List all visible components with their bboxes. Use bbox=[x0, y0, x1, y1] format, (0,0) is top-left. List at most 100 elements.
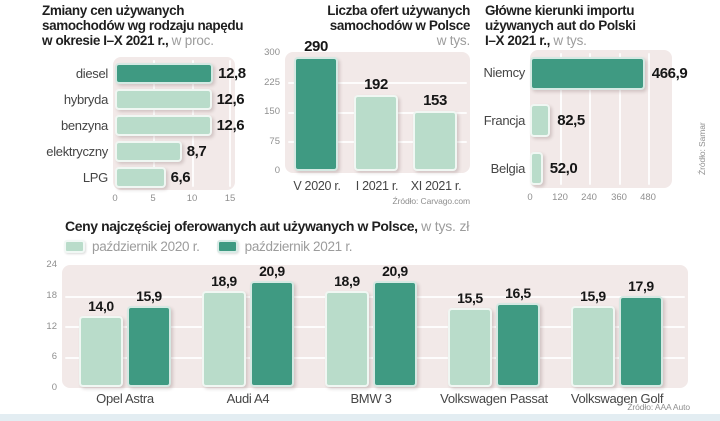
bar-lpg bbox=[115, 167, 166, 188]
title-line-1: Główne kierunki importu bbox=[485, 3, 635, 18]
bar-row-francja: 82,5 bbox=[530, 104, 585, 137]
bar-audi-2020 bbox=[202, 290, 246, 387]
bar-value: 15,5 bbox=[457, 290, 483, 307]
bar-value: 12,6 bbox=[216, 117, 245, 134]
bar-group-v2020: 290 bbox=[294, 38, 338, 171]
bar-group-bmw-2020: 18,9 bbox=[325, 273, 369, 387]
bar-value: 12,8 bbox=[218, 65, 246, 82]
gridline bbox=[560, 53, 562, 185]
gridline bbox=[619, 53, 621, 185]
bar-group-xi2021: 153 bbox=[413, 92, 457, 171]
y-tick: 0 bbox=[274, 165, 280, 176]
bar-group-golf-2021: 17,9 bbox=[619, 278, 663, 387]
bar-label: Niemcy bbox=[483, 65, 525, 80]
title-unit: w tys. bbox=[553, 33, 587, 48]
bar-value: 20,9 bbox=[382, 262, 408, 279]
bar-xi-2021 bbox=[413, 110, 457, 171]
title-line-3: w okresie I–X 2021 r., bbox=[42, 33, 169, 48]
bar-group-passat-2021: 16,5 bbox=[496, 285, 540, 387]
bar-row-hybryda: hybryda 12,6 bbox=[0, 89, 245, 110]
bar-bmw-2020 bbox=[325, 290, 369, 387]
bar-value: 15,9 bbox=[580, 288, 606, 305]
bar-row-benzyna: benzyna 12,6 bbox=[0, 115, 245, 136]
plot-area: 14,0 15,9 18,9 20,9 18,9 20,9 bbox=[62, 262, 688, 388]
bar-group-audi-2021: 20,9 bbox=[250, 263, 294, 387]
x-category-label: V 2020 r. bbox=[293, 179, 341, 193]
legend-swatch-2021 bbox=[216, 240, 238, 253]
x-tick: 5 bbox=[150, 193, 156, 204]
title-line-2: samochodów w Polsce bbox=[329, 18, 471, 33]
bar-row-lpg: LPG 6,6 bbox=[0, 167, 191, 188]
bar-value: 8,7 bbox=[186, 143, 207, 160]
title-line-3: I–X 2021 r., bbox=[485, 33, 551, 48]
bar-row-elektryczny: elektryczny 8,7 bbox=[0, 141, 207, 162]
bar-benzyna bbox=[115, 115, 212, 136]
source-credit: Źródło: Carvago.com bbox=[392, 196, 471, 206]
x-category-label: XI 2021 r. bbox=[410, 179, 462, 193]
y-tick: 300 bbox=[264, 47, 280, 58]
bar-opel-2021 bbox=[127, 306, 171, 387]
bar-label: hybryda bbox=[63, 92, 108, 107]
gridline bbox=[589, 53, 591, 185]
y-tick: 12 bbox=[46, 321, 57, 332]
bar-diesel bbox=[115, 63, 214, 84]
legend-item-2020: październik 2020 r. bbox=[64, 239, 200, 254]
y-tick: 18 bbox=[46, 290, 57, 301]
bar-elektryczny bbox=[115, 141, 182, 162]
bar-passat-2021 bbox=[496, 303, 540, 387]
bar-row-belgia: 52,0 bbox=[530, 152, 578, 185]
title-unit: w tys. bbox=[436, 33, 471, 48]
bar-group-i2021: 192 bbox=[354, 76, 398, 171]
title-unit: w tys. zł bbox=[421, 218, 470, 234]
title-line-1: Liczba ofert używanych bbox=[327, 3, 470, 18]
bar-hybryda bbox=[115, 89, 212, 110]
bar-opel-2020 bbox=[79, 315, 123, 387]
y-tick: 24 bbox=[46, 259, 57, 270]
legend-label: październik 2021 r. bbox=[244, 239, 353, 254]
source-credit: Źródło: Samar bbox=[697, 122, 707, 175]
bar-row-diesel: diesel 12,8 bbox=[0, 63, 246, 84]
x-category-label: BMW 3 bbox=[350, 391, 392, 406]
source-credit: Źródło: AAA Auto bbox=[627, 402, 690, 412]
bar-belgia bbox=[530, 152, 543, 185]
title-unit: w proc. bbox=[171, 33, 214, 48]
bar-label: Belgia bbox=[490, 161, 526, 176]
legend-item-2021: październik 2021 r. bbox=[216, 239, 353, 254]
bar-value: 16,5 bbox=[505, 285, 531, 302]
title-line-2: używanych aut do Polski bbox=[485, 18, 636, 33]
x-tick: 0 bbox=[112, 193, 118, 204]
bar-value: 153 bbox=[423, 91, 447, 109]
bar-label: diesel bbox=[75, 66, 108, 81]
y-tick: 150 bbox=[264, 106, 280, 117]
bar-value: 12,6 bbox=[216, 91, 245, 108]
bar-value: 20,9 bbox=[259, 262, 285, 279]
x-tick: 10 bbox=[186, 193, 198, 204]
legend-label: październik 2020 r. bbox=[92, 239, 200, 254]
title-line-1: Zmiany cen używanych bbox=[42, 3, 185, 18]
x-category-label: Audi A4 bbox=[226, 391, 270, 406]
y-tick: 225 bbox=[264, 77, 280, 88]
bar-group-golf-2020: 15,9 bbox=[571, 288, 615, 387]
x-tick: 15 bbox=[224, 193, 236, 204]
x-tick: 0 bbox=[527, 192, 533, 203]
bar-value: 6,6 bbox=[170, 169, 191, 186]
bar-niemcy bbox=[530, 57, 645, 90]
y-tick: 75 bbox=[269, 136, 280, 147]
plot-area: 290 192 153 bbox=[285, 38, 470, 173]
y-tick: 6 bbox=[51, 351, 57, 362]
bar-group-opel-2020: 14,0 bbox=[79, 298, 123, 387]
bar-golf-2021 bbox=[619, 296, 663, 387]
x-category-label: Volkswagen Passat bbox=[440, 391, 548, 406]
bar-label: Francja bbox=[483, 113, 526, 128]
chart-title: Główne kierunki importu używanych aut do… bbox=[485, 3, 636, 48]
gridline bbox=[288, 82, 467, 84]
x-tick: 240 bbox=[581, 192, 597, 203]
x-category-label: Opel Astra bbox=[96, 391, 154, 406]
bar-i-2021 bbox=[354, 95, 398, 171]
legend: październik 2020 r. październik 2021 r. bbox=[64, 239, 353, 254]
bar-value: 82,5 bbox=[557, 112, 585, 129]
bar-audi-2021 bbox=[250, 280, 294, 387]
bar-value: 52,0 bbox=[549, 160, 578, 177]
legend-swatch-2020 bbox=[64, 240, 85, 253]
